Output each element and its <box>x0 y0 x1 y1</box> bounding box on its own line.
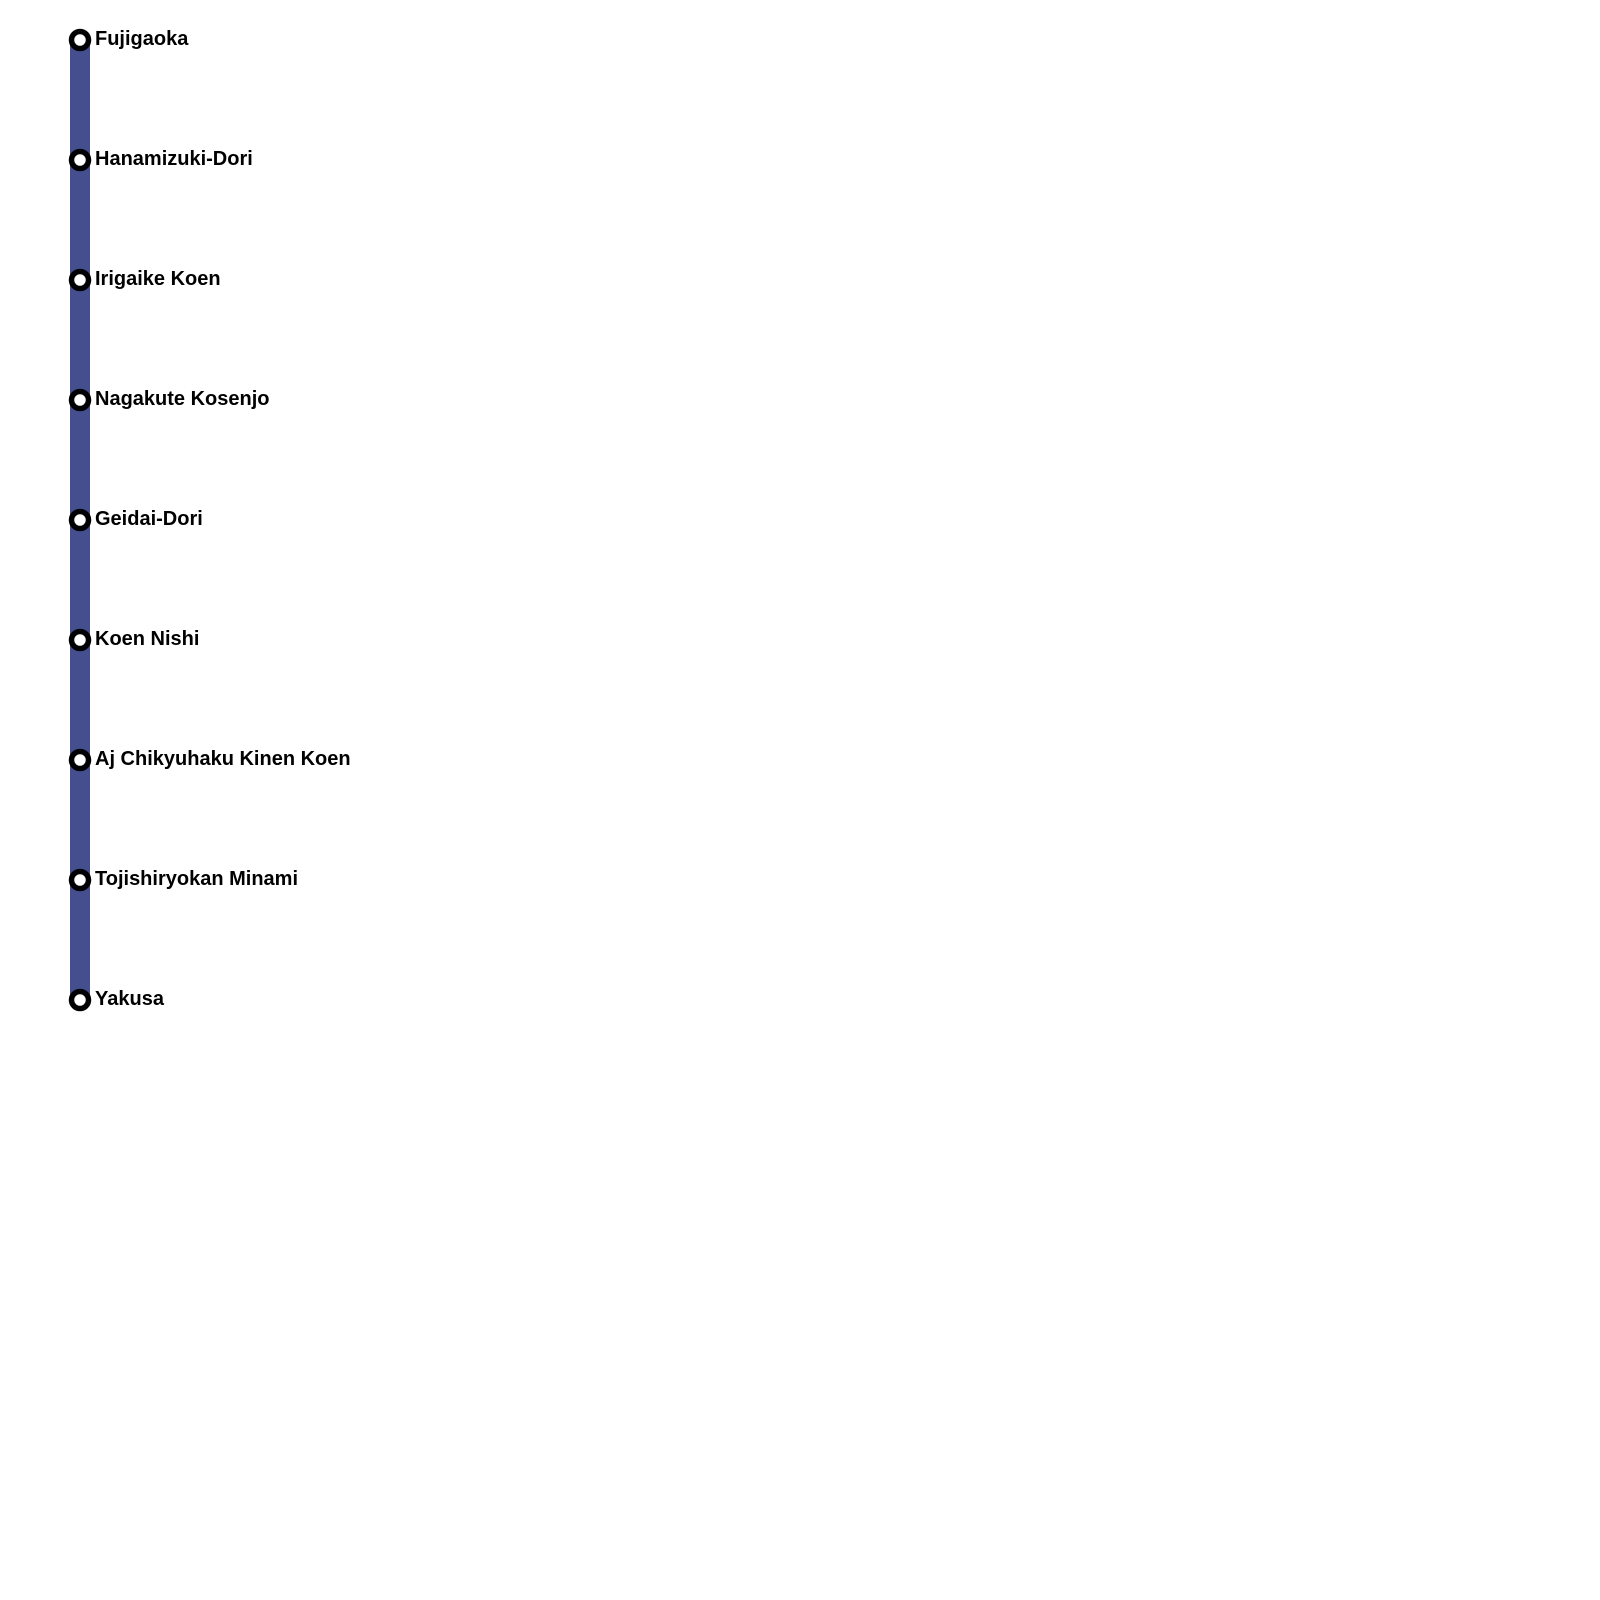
station-marker-icon <box>68 268 92 292</box>
station[interactable]: Nagakute Kosenjo <box>68 388 270 412</box>
station[interactable]: Yakusa <box>68 988 165 1012</box>
station-marker-icon <box>68 988 92 1012</box>
station[interactable]: Koen Nishi <box>68 628 200 652</box>
station-marker-icon <box>68 748 92 772</box>
station-label: Nagakute Kosenjo <box>95 388 269 410</box>
station-marker-icon <box>68 868 92 892</box>
station-label: Hanamizuki-Dori <box>95 148 253 170</box>
station-marker-icon <box>68 148 92 172</box>
station-marker-icon <box>68 388 92 412</box>
station[interactable]: Geidai-Dori <box>68 508 203 532</box>
station-label: Fujigaoka <box>95 28 189 50</box>
station-label: Aj Chikyuhaku Kinen Koen <box>95 748 351 770</box>
station[interactable]: Aj Chikyuhaku Kinen Koen <box>68 748 351 772</box>
station-label: Geidai-Dori <box>95 508 203 530</box>
station-label: Tojishiryokan Minami <box>95 868 298 890</box>
station[interactable]: Hanamizuki-Dori <box>68 148 253 172</box>
station-marker-icon <box>68 508 92 532</box>
station-marker-icon <box>68 628 92 652</box>
station-marker-icon <box>68 28 92 52</box>
station-label: Yakusa <box>95 988 165 1010</box>
station[interactable]: Tojishiryokan Minami <box>68 868 299 892</box>
station[interactable]: Fujigaoka <box>68 28 190 52</box>
station-label: Irigaike Koen <box>95 268 221 290</box>
station-label: Koen Nishi <box>95 628 199 650</box>
station[interactable]: Irigaike Koen <box>68 268 221 292</box>
